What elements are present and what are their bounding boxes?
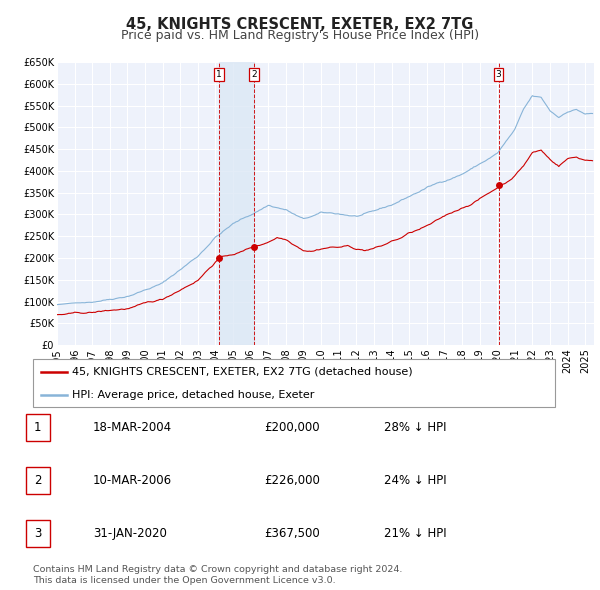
- Text: £367,500: £367,500: [264, 527, 320, 540]
- Text: 45, KNIGHTS CRESCENT, EXETER, EX2 7TG: 45, KNIGHTS CRESCENT, EXETER, EX2 7TG: [127, 17, 473, 31]
- Text: 28% ↓ HPI: 28% ↓ HPI: [384, 421, 446, 434]
- Text: 1: 1: [216, 70, 222, 79]
- Text: Price paid vs. HM Land Registry's House Price Index (HPI): Price paid vs. HM Land Registry's House …: [121, 30, 479, 42]
- Text: £226,000: £226,000: [264, 474, 320, 487]
- Text: 1: 1: [34, 421, 41, 434]
- Text: HPI: Average price, detached house, Exeter: HPI: Average price, detached house, Exet…: [72, 390, 314, 400]
- Text: 2: 2: [34, 474, 41, 487]
- Text: 24% ↓ HPI: 24% ↓ HPI: [384, 474, 446, 487]
- Text: £200,000: £200,000: [264, 421, 320, 434]
- Text: 3: 3: [496, 70, 502, 79]
- Text: 3: 3: [34, 527, 41, 540]
- Text: 2: 2: [251, 70, 257, 79]
- Text: 10-MAR-2006: 10-MAR-2006: [93, 474, 172, 487]
- Text: 31-JAN-2020: 31-JAN-2020: [93, 527, 167, 540]
- Text: Contains HM Land Registry data © Crown copyright and database right 2024.
This d: Contains HM Land Registry data © Crown c…: [33, 565, 403, 585]
- Text: 18-MAR-2004: 18-MAR-2004: [93, 421, 172, 434]
- Text: 45, KNIGHTS CRESCENT, EXETER, EX2 7TG (detached house): 45, KNIGHTS CRESCENT, EXETER, EX2 7TG (d…: [72, 367, 413, 377]
- Bar: [219, 62, 254, 345]
- FancyBboxPatch shape: [33, 359, 555, 407]
- Text: 21% ↓ HPI: 21% ↓ HPI: [384, 527, 446, 540]
